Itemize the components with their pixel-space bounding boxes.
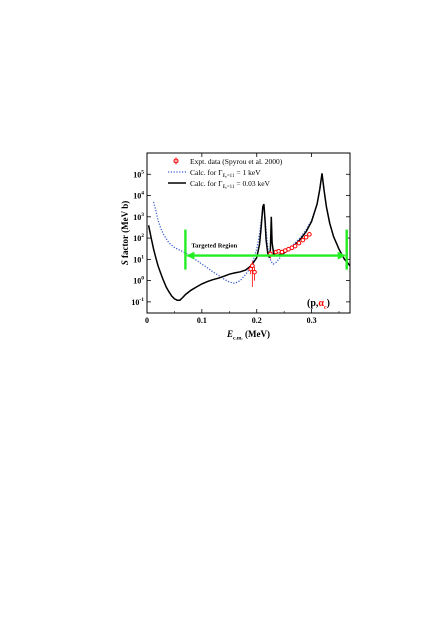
axes-group <box>146 152 351 314</box>
y-tick-label: 103 <box>133 212 144 222</box>
curves-group <box>147 173 350 301</box>
y-tick-label: 100 <box>133 276 144 286</box>
ticks-group: 0 0.1 0.2 0.3 10-1 100 101 102 103 104 105 <box>131 153 350 325</box>
x-tick-label: 0.1 <box>197 316 207 325</box>
x-tick-label: 0 <box>145 316 149 325</box>
series-line-calc-003kev <box>147 173 350 301</box>
region-annotation: Targeted Region <box>191 243 237 250</box>
legend-label-expt: Expt. data (Spyrou et al. 2000) <box>190 157 283 166</box>
legend-group: Expt. data (Spyrou et al. 2000) Calc. for… <box>168 157 283 190</box>
data-point <box>303 234 309 240</box>
data-point <box>250 263 255 269</box>
data-point <box>296 240 302 246</box>
data-points-group <box>248 232 312 288</box>
x-tick-label: 0.2 <box>252 316 262 325</box>
y-tick-label: 104 <box>133 191 144 201</box>
y-tick-label: 102 <box>133 233 144 243</box>
legend-label-calc-1kev: Calc. for ΓEr=11 = 1 keV <box>190 168 261 179</box>
x-axis-title: Ec.m. (MeV) <box>226 329 270 342</box>
region-arrow-left <box>186 251 195 260</box>
labels-group: (p,αc) Ec.m. (MeV) S factor (MeV b) <box>120 201 330 342</box>
plot-frame <box>146 152 351 314</box>
y-tick-label: 105 <box>133 169 144 179</box>
data-point <box>307 232 312 237</box>
target-region-group: Targeted Region <box>184 229 348 270</box>
reaction-label: (p,αc) <box>307 298 330 311</box>
data-point <box>252 269 257 275</box>
data-point <box>300 237 306 243</box>
legend-label-calc-003kev: Calc. for ΓEr=11 = 0.03 keV <box>190 179 271 190</box>
region-arrow-right <box>337 251 346 260</box>
y-tick-label: 10-1 <box>131 297 144 307</box>
x-tick-label: 0.3 <box>307 316 317 325</box>
y-axis-title: S factor (MeV b) <box>120 201 130 265</box>
data-point <box>292 243 298 249</box>
y-tick-label: 101 <box>133 254 144 264</box>
